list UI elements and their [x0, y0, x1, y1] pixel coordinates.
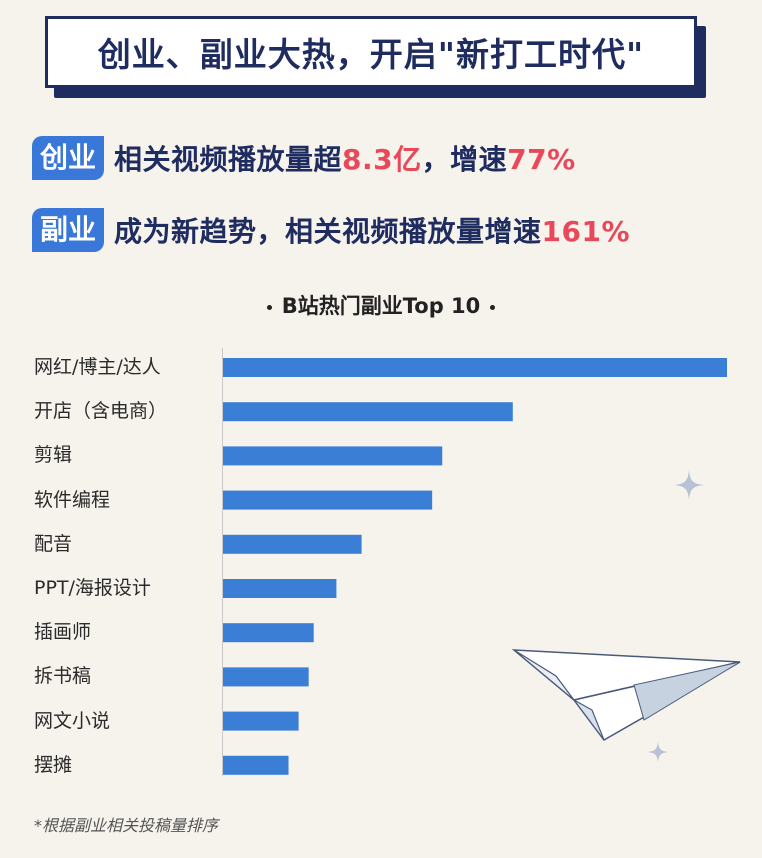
bar-7: [223, 623, 314, 643]
title-banner: 创业、副业大热，开启"新打工时代": [45, 16, 697, 88]
category-label-9: 网文小说: [34, 709, 111, 732]
bar-1: [223, 358, 727, 377]
stat-sideline-growth: 161%: [541, 215, 631, 248]
category-label-8: 拆书稿: [34, 665, 92, 688]
category-label-4: 软件编程: [34, 488, 111, 511]
bullet-dot-left: [266, 304, 272, 310]
category-label-2: 开店（含电商）: [34, 400, 168, 423]
sparkle-small-icon: [647, 741, 669, 763]
bar-5: [223, 534, 362, 554]
tag-startup: 创业: [32, 136, 105, 180]
stat-row-sideline: 副业 成为新趋势，相关视频播放量增速161%: [32, 204, 630, 256]
stat-startup-growth: 77%: [507, 143, 576, 176]
chart-title-wrap: B站热门副业Top 10: [0, 290, 762, 320]
category-label-5: 配音: [34, 532, 73, 555]
stat-text-startup: 相关视频播放量超8.3亿，增速77%: [114, 138, 576, 178]
chart-axis-line: [222, 348, 223, 776]
stat-text-sideline: 成为新趋势，相关视频播放量增速161%: [114, 210, 630, 250]
bar-2: [223, 402, 513, 422]
bar-6: [223, 579, 337, 598]
category-label-10: 摆摊: [34, 753, 73, 776]
bar-4: [223, 490, 433, 510]
stat-row-startup: 创业 相关视频播放量超8.3亿，增速77%: [32, 132, 576, 184]
paper-plane-icon: [511, 649, 741, 741]
stat-sideline-text: 成为新趋势，相关视频播放量增速: [114, 215, 542, 248]
tag-sideline: 副业: [32, 208, 105, 252]
banner-title: 创业、副业大热，开启"新打工时代": [97, 35, 645, 74]
stat-startup-text: 相关视频播放量超: [114, 143, 343, 176]
category-label-1: 网红/博主/达人: [34, 356, 161, 378]
stat-startup-views: 8.3亿: [342, 143, 422, 176]
bar-8: [223, 667, 309, 687]
category-label-7: 插画师: [34, 621, 92, 644]
bullet-dot-right: [490, 304, 496, 310]
footnote: *根据副业相关投稿量排序: [34, 816, 219, 835]
category-label-3: 剪辑: [34, 444, 73, 467]
bar-3: [223, 446, 443, 466]
stat-startup-mid: ，增速: [421, 143, 508, 176]
chart-title: B站热门副业Top 10: [281, 294, 481, 318]
bar-10: [223, 755, 289, 775]
sparkle-icon: [674, 470, 704, 500]
bar-9: [223, 711, 299, 731]
category-label-6: PPT/海报设计: [34, 577, 151, 599]
